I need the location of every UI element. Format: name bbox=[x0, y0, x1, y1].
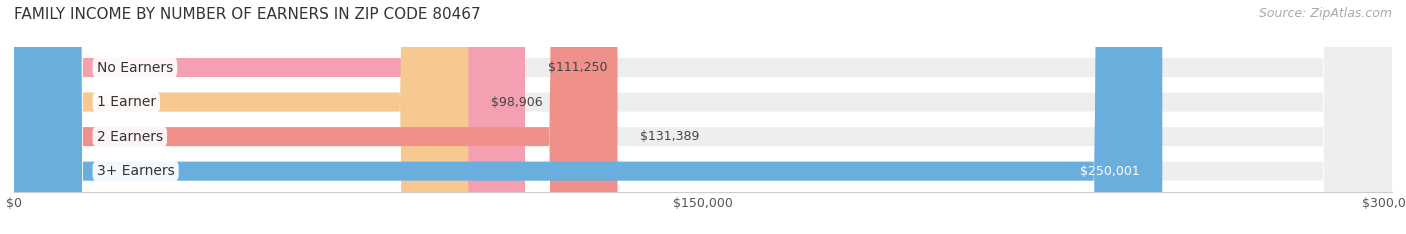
FancyBboxPatch shape bbox=[14, 0, 1392, 234]
Text: Source: ZipAtlas.com: Source: ZipAtlas.com bbox=[1258, 7, 1392, 20]
FancyBboxPatch shape bbox=[14, 0, 1392, 234]
FancyBboxPatch shape bbox=[14, 0, 1392, 234]
FancyBboxPatch shape bbox=[14, 0, 617, 234]
Text: 3+ Earners: 3+ Earners bbox=[97, 164, 174, 178]
Text: $111,250: $111,250 bbox=[548, 61, 607, 74]
FancyBboxPatch shape bbox=[14, 0, 468, 234]
Text: $250,001: $250,001 bbox=[1080, 165, 1139, 178]
Text: 2 Earners: 2 Earners bbox=[97, 130, 163, 144]
Text: No Earners: No Earners bbox=[97, 61, 173, 74]
FancyBboxPatch shape bbox=[14, 0, 524, 234]
FancyBboxPatch shape bbox=[14, 0, 1163, 234]
Text: FAMILY INCOME BY NUMBER OF EARNERS IN ZIP CODE 80467: FAMILY INCOME BY NUMBER OF EARNERS IN ZI… bbox=[14, 7, 481, 22]
FancyBboxPatch shape bbox=[14, 0, 1392, 234]
Text: $131,389: $131,389 bbox=[641, 130, 700, 143]
Text: $98,906: $98,906 bbox=[491, 95, 543, 109]
Text: 1 Earner: 1 Earner bbox=[97, 95, 156, 109]
